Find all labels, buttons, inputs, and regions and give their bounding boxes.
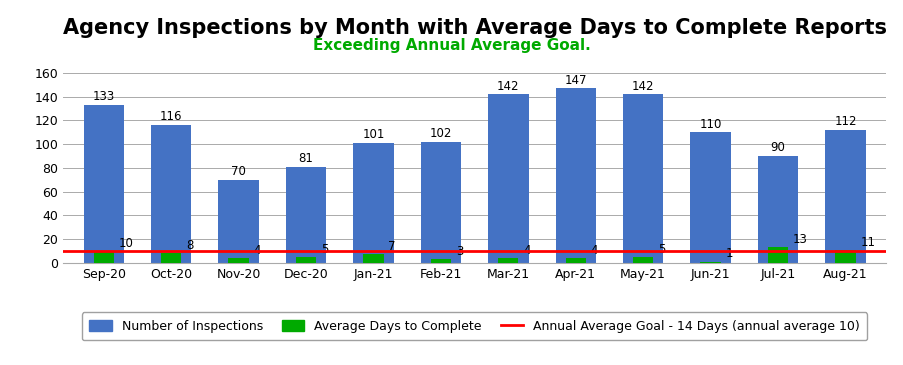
Bar bbox=[488, 95, 528, 263]
Bar bbox=[83, 105, 124, 263]
Text: 101: 101 bbox=[362, 128, 384, 141]
Text: 70: 70 bbox=[231, 165, 246, 178]
Text: 11: 11 bbox=[860, 235, 874, 249]
Bar bbox=[632, 257, 653, 263]
Bar bbox=[295, 257, 316, 263]
Bar bbox=[363, 254, 383, 263]
Text: 133: 133 bbox=[92, 90, 115, 103]
Bar bbox=[94, 251, 114, 263]
Bar bbox=[219, 180, 258, 263]
Text: 142: 142 bbox=[497, 80, 519, 93]
Bar bbox=[498, 258, 517, 263]
Bar bbox=[431, 259, 451, 263]
Text: 102: 102 bbox=[429, 127, 452, 140]
Bar bbox=[555, 88, 595, 263]
Text: 90: 90 bbox=[769, 141, 785, 154]
Text: 8: 8 bbox=[186, 239, 193, 252]
Bar bbox=[700, 262, 720, 263]
Bar bbox=[622, 95, 663, 263]
Text: 142: 142 bbox=[631, 80, 654, 93]
Bar bbox=[834, 250, 854, 263]
Text: 4: 4 bbox=[523, 244, 530, 257]
Annual Average Goal - 14 Days (annual average 10) bbox=[165, 249, 176, 253]
Bar bbox=[420, 142, 461, 263]
Text: 10: 10 bbox=[118, 237, 134, 250]
Text: 112: 112 bbox=[833, 115, 856, 128]
Bar bbox=[161, 253, 182, 263]
Bar bbox=[228, 258, 248, 263]
Text: 5: 5 bbox=[657, 243, 665, 256]
Text: 7: 7 bbox=[388, 240, 396, 253]
Bar bbox=[757, 156, 797, 263]
Legend: Number of Inspections, Average Days to Complete, Annual Average Goal - 14 Days (: Number of Inspections, Average Days to C… bbox=[82, 312, 866, 340]
Bar bbox=[565, 258, 585, 263]
Title: Agency Inspections by Month with Average Days to Complete Reports: Agency Inspections by Month with Average… bbox=[62, 18, 886, 38]
Text: 81: 81 bbox=[298, 152, 313, 165]
Text: 13: 13 bbox=[792, 233, 807, 246]
Text: 4: 4 bbox=[253, 244, 261, 257]
Text: 1: 1 bbox=[724, 247, 732, 261]
Bar bbox=[151, 125, 191, 263]
Text: 147: 147 bbox=[563, 74, 586, 87]
Text: 5: 5 bbox=[321, 243, 328, 256]
Bar bbox=[285, 167, 326, 263]
Text: Exceeding Annual Average Goal.: Exceeding Annual Average Goal. bbox=[312, 38, 591, 53]
Text: 3: 3 bbox=[455, 245, 462, 258]
Text: 116: 116 bbox=[160, 111, 182, 123]
Bar bbox=[353, 143, 393, 263]
Text: 4: 4 bbox=[590, 244, 598, 257]
Text: 110: 110 bbox=[699, 118, 721, 131]
Bar bbox=[824, 130, 865, 263]
Bar bbox=[690, 132, 730, 263]
Bar bbox=[767, 247, 787, 263]
Annual Average Goal - 14 Days (annual average 10) bbox=[98, 249, 109, 253]
